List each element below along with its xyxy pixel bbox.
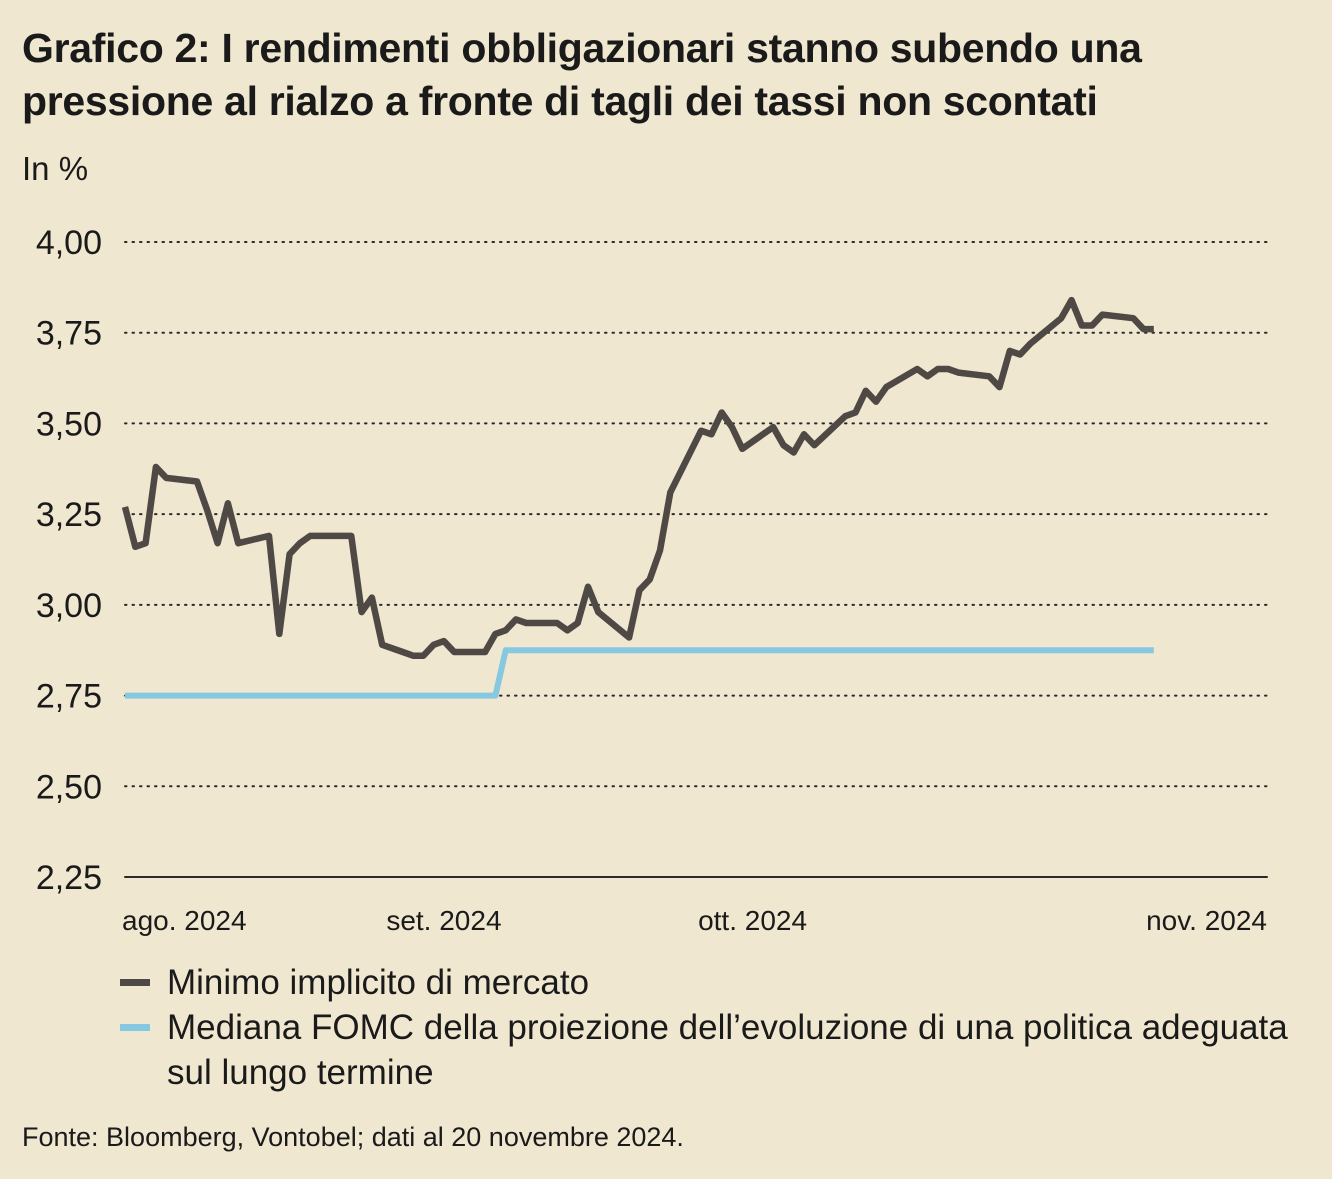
x-tick-label: set. 2024	[386, 905, 501, 936]
series-line-mediana-fomc	[125, 647, 1154, 699]
y-tick-label: 2,50	[36, 768, 102, 806]
y-tick-label: 3,50	[36, 405, 102, 443]
y-axis-tick-labels: 2,25 2,50 2,75 3,00 3,25 3,50 3,75 4,00	[36, 224, 102, 897]
y-tick-label: 2,75	[36, 678, 102, 716]
series-lines	[121, 296, 1154, 699]
legend-swatch-fomc	[120, 1024, 150, 1031]
grid-lines	[124, 241, 1268, 878]
line-chart: 2,25 2,50 2,75 3,00 3,25 3,50 3,75 4,00 ago. 20…	[36, 224, 1268, 936]
y-tick-label: 3,75	[36, 315, 102, 353]
y-tick-label: 3,25	[36, 496, 102, 534]
x-axis-tick-labels: ago. 2024 set. 2024 ott. 2024 nov. 2024	[122, 905, 1267, 936]
chart-title: Grafico 2: I rendimenti obbligazionari s…	[22, 25, 1142, 124]
y-axis-unit-label: In %	[22, 150, 89, 187]
y-tick-label: 4,00	[36, 224, 102, 262]
x-tick-label: nov. 2024	[1146, 905, 1267, 936]
series-line-minimo-implicito	[121, 296, 1154, 659]
x-tick-label: ott. 2024	[698, 905, 807, 936]
legend-swatch-minimo	[120, 979, 150, 986]
x-tick-label: ago. 2024	[122, 905, 247, 936]
legend: Minimo implicito di mercato Mediana FOMC…	[120, 960, 1300, 1095]
source-note: Fonte: Bloomberg, Vontobel; dati al 20 n…	[22, 1122, 684, 1152]
legend-label-fomc: Mediana FOMC della proiezione dell’evolu…	[167, 1008, 1288, 1092]
legend-label-minimo: Minimo implicito di mercato	[167, 963, 590, 1002]
legend-item-fomc: Mediana FOMC della proiezione dell’evolu…	[120, 1005, 1300, 1095]
y-tick-label: 2,25	[36, 859, 102, 897]
legend-item-minimo: Minimo implicito di mercato	[120, 960, 1300, 1005]
y-tick-label: 3,00	[36, 587, 102, 625]
